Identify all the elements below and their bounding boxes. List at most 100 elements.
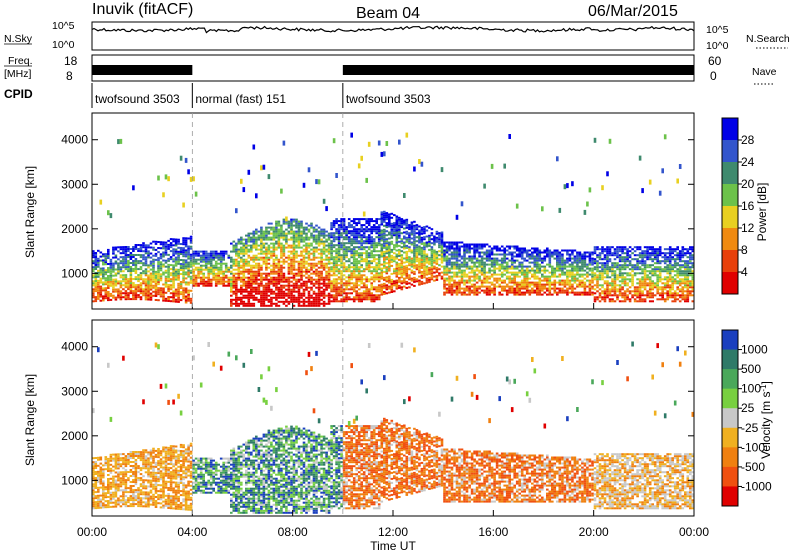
cell-p-3818 <box>475 261 479 264</box>
cell-p-3814 <box>475 273 479 276</box>
cell-p-3150 <box>398 139 401 145</box>
cell-p-4581 <box>583 261 587 264</box>
cell-p-166 <box>112 274 115 277</box>
cell-p-2912 <box>380 277 384 280</box>
cell-p-2146 <box>317 234 321 237</box>
cell-p-2753 <box>367 294 371 297</box>
cell-p-4134 <box>520 287 524 290</box>
cell-p-2323 <box>332 238 336 241</box>
cell-p-3641 <box>453 241 456 244</box>
cell-p-2028 <box>307 228 311 231</box>
cell-p-2351 <box>335 258 338 261</box>
cell-p-3422 <box>428 280 431 283</box>
cell-p-2352 <box>335 256 338 259</box>
cell-p-2381 <box>337 258 341 261</box>
cell-p-1402 <box>260 292 263 295</box>
cell-p-1684 <box>282 302 286 305</box>
cell-p-4305 <box>543 265 547 268</box>
cell-p-4814 <box>613 276 617 279</box>
cell-p-755 <box>182 287 185 290</box>
cell-p-4600 <box>586 201 589 207</box>
cell-p-4765 <box>608 298 612 301</box>
cell-p-3503 <box>438 254 441 257</box>
cell-p-3117 <box>395 221 399 224</box>
cell-p-279 <box>127 288 130 291</box>
cell-p-4949 <box>631 290 634 293</box>
cell-p-4008 <box>503 281 506 284</box>
cell-p-4692 <box>598 256 602 259</box>
cell-p-3319 <box>415 244 419 247</box>
cell-p-1729 <box>285 242 288 245</box>
cell-p-2211 <box>325 302 328 305</box>
cell-p-2980 <box>385 278 389 281</box>
cell-p-2971 <box>383 214 386 217</box>
cell-p-4260 <box>538 293 542 296</box>
cell-p-1061 <box>227 280 231 283</box>
cell-p-3928 <box>490 265 494 268</box>
cell-p-2051 <box>310 242 313 245</box>
cell-p-3716 <box>463 269 466 272</box>
cell-p-4850 <box>618 286 622 289</box>
cell-p-449 <box>147 282 150 285</box>
cell-p-3933 <box>490 253 494 256</box>
cell-p-4547 <box>578 259 582 262</box>
cell-p-2639 <box>357 266 361 269</box>
cell-p-1329 <box>252 256 256 259</box>
cell-p-852 <box>189 235 193 238</box>
cell-p-3924 <box>490 281 494 284</box>
cell-p-2546 <box>350 240 353 243</box>
cell-p-4802 <box>611 252 614 255</box>
cell-p-98 <box>104 297 108 300</box>
cell-p-3630 <box>453 267 456 270</box>
cell-p-4333 <box>548 279 552 282</box>
cell-p-4684 <box>598 278 602 281</box>
cell-p-3078 <box>393 246 396 249</box>
cell-p-1984 <box>305 262 308 265</box>
cell-p-60 <box>97 257 100 260</box>
cell-p-3621 <box>453 291 456 294</box>
cell-p-3751 <box>468 285 471 288</box>
cell-p-2482 <box>345 266 348 269</box>
cell-p-1818 <box>292 268 296 271</box>
cell-p-3005 <box>385 212 389 215</box>
cell-p-4450 <box>566 279 569 282</box>
cell-p-4930 <box>628 300 632 303</box>
cell-p-4051 <box>508 259 511 262</box>
cell-p-4356 <box>551 255 554 258</box>
cell-p-759 <box>182 275 185 278</box>
cell-p-4702 <box>601 278 604 281</box>
cell-p-627 <box>167 257 170 260</box>
cell-p-1429 <box>260 226 263 229</box>
cell-p-3673 <box>458 279 461 282</box>
cell-p-4740 <box>606 292 609 295</box>
cell-p-1744 <box>287 290 291 293</box>
cell-p-3331 <box>418 269 421 272</box>
cell-p-4279 <box>538 249 542 252</box>
cell-p-4616 <box>588 255 592 258</box>
cell-p-2717 <box>362 211 366 217</box>
cell-p-1045 <box>222 254 225 257</box>
cell-p-3423 <box>428 278 431 281</box>
cell-p-2280 <box>330 262 333 265</box>
cell-p-533 <box>157 275 160 278</box>
cell-p-1759 <box>287 256 291 259</box>
cell-p-2332 <box>335 300 338 303</box>
cell-p-2724 <box>365 286 368 289</box>
cell-p-44 <box>97 293 100 296</box>
cell-p-3571 <box>445 255 449 258</box>
cell-p-2660 <box>360 296 363 299</box>
cell-p-4619 <box>588 187 592 193</box>
cell-p-829 <box>187 169 190 175</box>
cell-p-4687 <box>598 272 602 275</box>
cell-p-2572 <box>352 258 356 261</box>
cell-p-293 <box>127 250 130 252</box>
cell-p-485 <box>152 290 155 293</box>
cell-p-2713 <box>362 230 366 233</box>
cell-p-2633 <box>357 278 361 281</box>
cell-p-878 <box>194 268 198 271</box>
cell-p-3046 <box>390 272 394 275</box>
cell-p-4189 <box>528 293 532 296</box>
cell-p-4518 <box>576 291 579 294</box>
cell-p-3104 <box>395 249 399 252</box>
cell-p-4559 <box>581 273 584 276</box>
